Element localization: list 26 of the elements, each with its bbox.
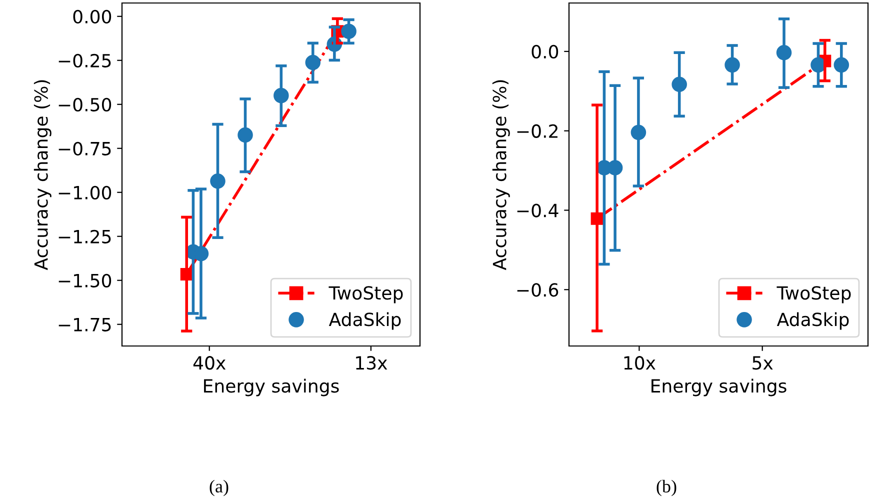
y-tick-label: −0.4 <box>517 204 558 218</box>
x-tick-label: 13x <box>356 356 388 370</box>
x-tick-label: 5x <box>752 356 773 370</box>
y-tick-label: −1.00 <box>58 186 112 200</box>
y-tick-label: −0.25 <box>58 54 111 68</box>
y-axis-title: Accuracy change (%) <box>492 80 510 270</box>
x-tick-label: 40x <box>193 356 226 370</box>
y-tick-label: −1.50 <box>58 274 112 288</box>
y-tick-label: −0.6 <box>517 283 558 297</box>
x-tick-label: 10x <box>624 356 656 370</box>
text: (a) <box>210 480 228 496</box>
y-tick-label: 0.0 <box>532 44 558 59</box>
y-tick-label: 0.00 <box>73 10 112 24</box>
y-tick-label: −1.25 <box>58 230 111 244</box>
text: (b) <box>656 480 676 496</box>
y-tick-label: −0.75 <box>58 142 111 156</box>
y-tick-label: −0.50 <box>58 98 112 112</box>
legend-label: AdaSkip <box>328 312 401 330</box>
y-axis-title: Accuracy change (%) <box>34 80 52 270</box>
legend-label: TwoStep <box>776 286 851 304</box>
legend-label: TwoStep <box>328 286 403 304</box>
y-tick-label: −1.75 <box>58 318 111 332</box>
y-tick-label: −0.2 <box>517 124 558 138</box>
x-axis-title: Energy savings <box>652 378 786 396</box>
legend-label: AdaSkip <box>776 312 849 330</box>
x-axis-title: Energy savings <box>204 378 339 396</box>
